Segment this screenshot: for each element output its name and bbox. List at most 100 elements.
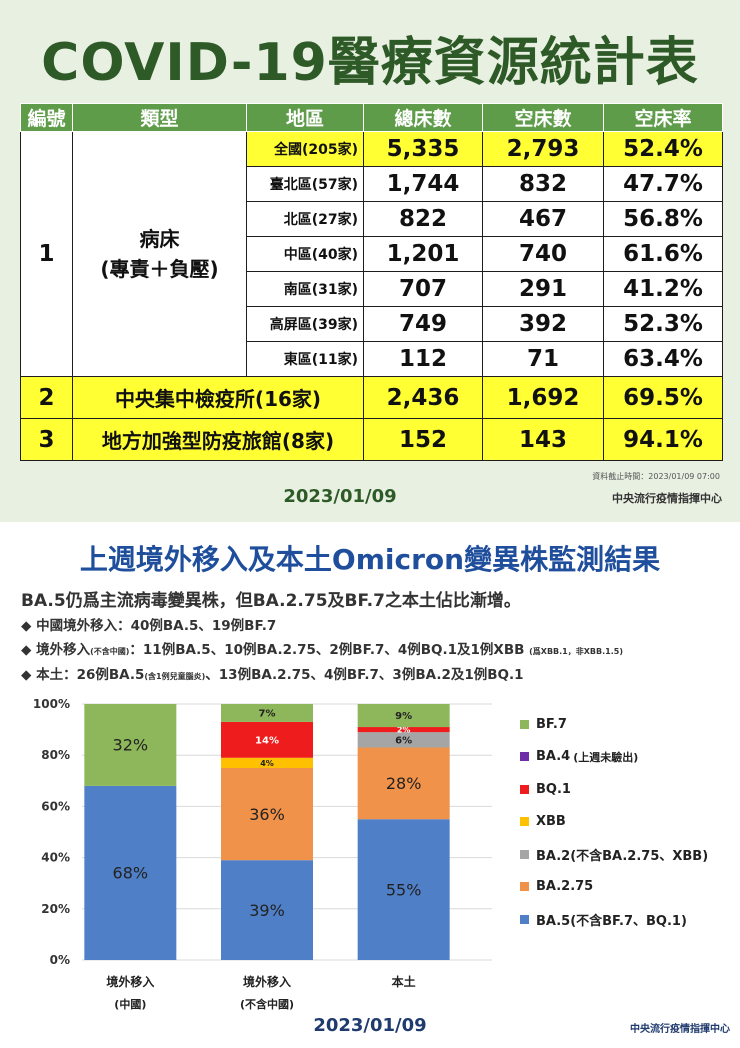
empty-rate-cell: 41.2% [603, 271, 723, 307]
y-tick-label: 40% [41, 851, 70, 865]
empty-beds-cell: 467 [482, 201, 604, 237]
quarantine-hotel-cell: 地方加強型防疫旅館(8家) [72, 418, 364, 461]
x-tick-sublabel: (不含中國) [240, 997, 294, 1011]
bullet-small-note: (爲XBB.1，非XBB.1.5) [529, 647, 623, 656]
header-cell: 編號 [20, 103, 73, 132]
data-label: 2% [397, 725, 411, 734]
bar-segment [221, 757, 313, 768]
page-title: COVID-19醫療資源統計表 [41, 33, 699, 93]
bullet-text: ◆ 本土：26例BA.5 [21, 667, 145, 683]
legend-item: XBB [520, 806, 735, 839]
table-row: 2 中央集中檢疫所(16家) 2,436 1,692 69.5% [20, 376, 723, 419]
variant-summary: BA.5仍爲主流病毒變異株，但BA.2.75及BF.7之本土佔比漸增。 [21, 591, 521, 611]
legend-label: BA.2.75 [536, 879, 594, 895]
row-index: 1 [20, 131, 73, 377]
total-beds-cell: 5,335 [363, 131, 483, 167]
legend-label: BQ.1 [536, 781, 571, 797]
empty-beds-cell: 71 [482, 341, 604, 377]
region-cell: 南區(31家) [246, 271, 364, 307]
data-timestamp-note: 資料截止時間：2023/01/09 07:00 [592, 472, 720, 481]
legend-label: XBB [536, 814, 566, 830]
region-cell: 北區(27家) [246, 201, 364, 237]
bar-segment [221, 860, 313, 960]
header-cell: 總床數 [363, 103, 483, 132]
total-beds-cell: 112 [363, 341, 483, 377]
bullet-text: ：11例BA.5、10例BA.2.75、2例BF.7、4例BQ.1及1例XBB [129, 642, 525, 658]
legend-swatch [520, 914, 529, 924]
bullet-text: ◆ 境外移入 [21, 642, 91, 658]
y-tick-label: 100% [33, 697, 70, 711]
empty-rate-cell: 56.8% [603, 201, 723, 237]
data-label: 55% [386, 880, 422, 899]
empty-rate-cell: 52.4% [603, 131, 723, 167]
bed-type-line2: (專責＋負壓) [100, 257, 219, 281]
region-cell: 全國(205家) [246, 131, 364, 167]
data-label: 36% [249, 805, 285, 824]
header-cell: 地區 [246, 103, 364, 132]
y-tick-label: 20% [41, 902, 70, 916]
table-row: 3 地方加強型防疫旅館(8家) 152 143 94.1% [20, 418, 723, 461]
data-label: 32% [113, 736, 149, 755]
bar-segment [221, 768, 313, 861]
total-beds-cell: 152 [363, 418, 483, 461]
bullet-china-imported: ◆ 中國境外移入：40例BA.5、19例BF.7 [21, 614, 276, 634]
bar-segment [357, 747, 450, 820]
bullet-imported-excl-china: ◆ 境外移入(不含中國)：11例BA.5、10例BA.2.75、2例BF.7、4… [21, 638, 623, 658]
total-beds-cell: 707 [363, 271, 483, 307]
x-tick-label: 境外移入 [106, 974, 154, 989]
bed-type-line1: 病床 [139, 227, 180, 251]
chart-legend: BF.7 BA.4 (上週未驗出) BQ.1 XBB BA.2(不含BA.2.75… [520, 708, 735, 936]
table-row: 臺北區(57家) 1,744 832 47.7% [21, 166, 723, 202]
bar-segment [357, 732, 450, 748]
empty-rate-cell: 61.6% [603, 236, 723, 272]
bullet-small-note: (含1例兒童腦炎) [144, 672, 206, 681]
empty-rate-cell: 94.1% [603, 418, 723, 461]
region-cell: 中區(40家) [246, 236, 364, 272]
total-beds-cell: 822 [363, 201, 483, 237]
data-label: 14% [255, 735, 279, 746]
legend-note: (上週未驗出) [573, 750, 639, 764]
x-tick-label: 境外移入 [243, 974, 291, 989]
empty-beds-cell: 2,793 [482, 131, 604, 167]
region-cell: 高屏區(39家) [246, 306, 364, 342]
table-row: 南區(31家) 707 291 41.2% [21, 271, 723, 307]
legend-swatch [520, 817, 529, 827]
header-cell: 空床數 [482, 103, 604, 132]
variant-stacked-bar-chart: 0% 20% 40% 60% 80% 100% 68% 32% 境外移入 (中國) 39% 36% 4%… [33, 697, 492, 1011]
empty-beds-cell: 291 [482, 271, 604, 307]
bar-segment [84, 785, 177, 960]
total-beds-cell: 1,744 [363, 166, 483, 202]
bed-type-cell: 病床 (專責＋負壓) [72, 131, 247, 377]
empty-rate-cell: 47.7% [603, 166, 723, 202]
empty-beds-cell: 143 [482, 418, 604, 461]
legend-item: BA.4 (上週未驗出) [520, 741, 735, 774]
organization-name: 中央流行疫情指揮中心 [612, 492, 722, 505]
empty-rate-cell: 63.4% [603, 341, 723, 377]
bar-segment [357, 727, 450, 733]
legend-label: BF.7 [536, 716, 567, 732]
data-label: 6% [395, 735, 412, 746]
data-label: 4% [260, 759, 274, 768]
legend-item: BF.7 [520, 708, 735, 741]
bar-segment [84, 704, 177, 786]
bullet-local: ◆ 本土：26例BA.5(含1例兒童腦炎)、13例BA.2.75、4例BF.7、… [21, 663, 524, 683]
total-beds-cell: 2,436 [363, 376, 483, 419]
y-tick-label: 80% [41, 748, 70, 762]
hospital-resource-panel: COVID-19醫療資源統計表 編號 類型 地區 總床數 空床數 空床率 1 病… [0, 0, 740, 522]
variant-section-title: 上週境外移入及本土Omicron變異株監測結果 [79, 543, 661, 576]
legend-swatch [520, 849, 529, 859]
bullet-text: ◆ 中國境外移入：40例BA.5、19例BF.7 [21, 618, 277, 634]
total-beds-cell: 749 [363, 306, 483, 342]
empty-beds-cell: 392 [482, 306, 604, 342]
legend-item: BA.2.75 [520, 871, 735, 904]
bar-segment [221, 721, 313, 758]
header-cell: 類型 [72, 103, 247, 132]
table-row: 1 病床 (專責＋負壓) 全國(205家) 5,335 2,793 52.4% [20, 131, 723, 377]
legend-item: BA.5(不含BF.7、BQ.1) [520, 903, 735, 936]
bar-segment [357, 704, 450, 728]
quarantine-center-cell: 中央集中檢疫所(16家) [72, 376, 364, 419]
empty-rate-cell: 69.5% [603, 376, 723, 419]
bullet-text: 、13例BA.2.75、4例BF.7、3例BA.2及1例BQ.1 [205, 667, 524, 683]
x-tick-sublabel: (中國) [114, 997, 146, 1011]
data-label: 9% [395, 711, 412, 722]
